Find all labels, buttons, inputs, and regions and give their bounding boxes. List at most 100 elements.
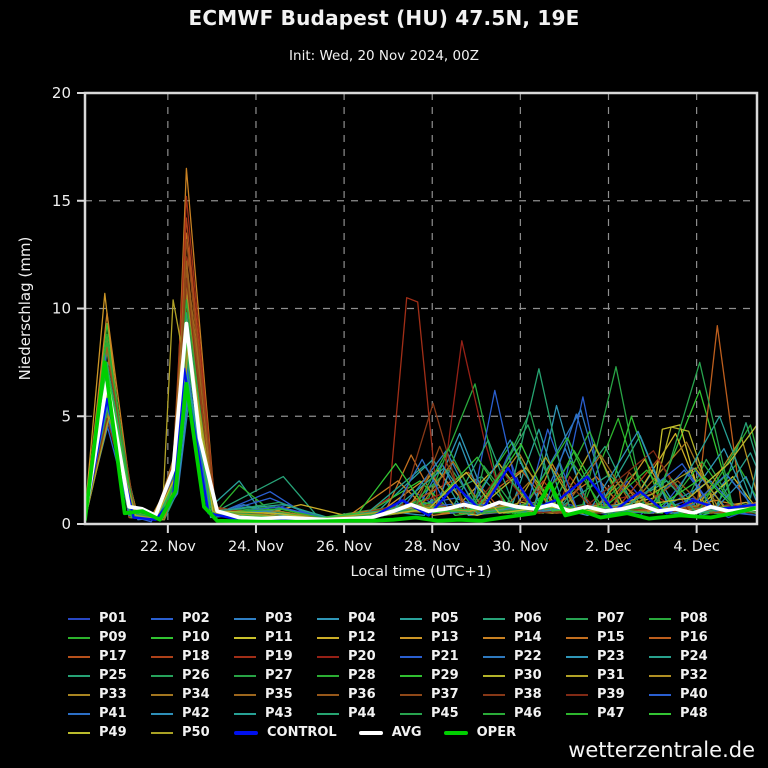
legend-swatch-p08 [649, 617, 671, 620]
legend-swatch-p49 [68, 731, 90, 734]
legend-swatch-p45 [400, 712, 422, 715]
legend-item-p37: P37 [400, 685, 483, 704]
legend-label: P31 [597, 668, 625, 683]
legend-label: P35 [265, 687, 293, 702]
legend-label: P47 [597, 706, 625, 721]
legend-swatch-oper [443, 730, 468, 735]
legend-item-p43: P43 [234, 704, 317, 723]
legend-label: P44 [348, 706, 376, 721]
legend-swatch-p12 [317, 636, 339, 639]
legend-item-p34: P34 [151, 685, 234, 704]
legend-swatch-p17 [68, 655, 90, 658]
legend-label: P50 [182, 725, 210, 740]
legend-item-p35: P35 [234, 685, 317, 704]
legend-swatch-p36 [317, 693, 339, 696]
legend-item-avg: AVG [358, 723, 422, 742]
legend-label: P02 [182, 611, 210, 626]
legend-label: P33 [99, 687, 127, 702]
x-tick-label: 22. Nov [140, 539, 196, 555]
legend-item-p33: P33 [68, 685, 151, 704]
legend-item-p49: P49 [68, 723, 151, 742]
legend-item-p16: P16 [649, 628, 732, 647]
legend-label: P21 [431, 649, 459, 664]
legend-swatch-p07 [566, 617, 588, 620]
legend-item-p19: P19 [234, 647, 317, 666]
legend-swatch-p31 [566, 674, 588, 677]
legend-item-p50: P50 [151, 723, 234, 742]
legend-label: P41 [99, 706, 127, 721]
legend-label: P09 [99, 630, 127, 645]
legend-swatch-p46 [483, 712, 505, 715]
legend-item-p14: P14 [483, 628, 566, 647]
legend-swatch-p09 [68, 636, 90, 639]
precipitation-plume-chart: 0 5 10 15 20 22. Nov 24. Nov 26. Nov 28. Nov 30. … [16, 84, 759, 580]
legend-swatch-p34 [151, 693, 173, 696]
legend-label: P18 [182, 649, 210, 664]
legend-swatch-p43 [234, 712, 256, 715]
legend-swatch-p29 [400, 674, 422, 677]
legend-label: P10 [182, 630, 210, 645]
legend-swatch-p10 [151, 636, 173, 639]
series-group [85, 167, 757, 524]
y-tick-label: 10 [52, 300, 71, 318]
legend-label: P45 [431, 706, 459, 721]
legend-label: P38 [514, 687, 542, 702]
legend-swatch-p30 [483, 674, 505, 677]
legend-label: P17 [99, 649, 127, 664]
legend-label: P15 [597, 630, 625, 645]
legend-item-p17: P17 [68, 647, 151, 666]
legend-item-p29: P29 [400, 666, 483, 685]
legend-swatch-p27 [234, 674, 256, 677]
legend-item-p10: P10 [151, 628, 234, 647]
legend-item-p20: P20 [317, 647, 400, 666]
x-tick-label: 4. Dec [673, 539, 720, 555]
legend-label: P39 [597, 687, 625, 702]
legend-item-control: CONTROL [234, 723, 337, 742]
legend-label: P07 [597, 611, 625, 626]
legend-swatch-p04 [317, 617, 339, 620]
legend-item-p07: P07 [566, 609, 649, 628]
legend-item-p24: P24 [649, 647, 732, 666]
legend-label: P19 [265, 649, 293, 664]
legend-item-p32: P32 [649, 666, 732, 685]
legend-swatch-p16 [649, 636, 671, 639]
x-tick-label: 24. Nov [228, 539, 284, 555]
init-subtitle: Init: Wed, 20 Nov 2024, 00Z [289, 48, 479, 64]
legend-swatch-p01 [68, 617, 90, 620]
legend-swatch-p19 [234, 655, 256, 658]
x-tick-label: 26. Nov [316, 539, 372, 555]
y-tick-label: 0 [61, 515, 71, 533]
legend-item-p28: P28 [317, 666, 400, 685]
legend-label: P20 [348, 649, 376, 664]
legend-label: P43 [265, 706, 293, 721]
legend: P01 P02 P03 P04 P05 P06 P07 P08 P09 P10 P11 P12 P13 P… [68, 609, 768, 742]
legend-item-p46: P46 [483, 704, 566, 723]
legend-item-p23: P23 [566, 647, 649, 666]
legend-item-oper: OPER [443, 723, 516, 742]
series-line-avg [85, 321, 757, 522]
legend-item-p11: P11 [234, 628, 317, 647]
legend-item-p48: P48 [649, 704, 732, 723]
x-tick-label: 30. Nov [492, 539, 548, 555]
legend-swatch-p40 [649, 693, 671, 696]
legend-swatch-p50 [151, 731, 173, 734]
legend-item-p25: P25 [68, 666, 151, 685]
legend-swatch-p06 [483, 617, 505, 620]
legend-swatch-avg [358, 730, 383, 735]
legend-swatch-p23 [566, 655, 588, 658]
legend-label: P14 [514, 630, 542, 645]
legend-item-p27: P27 [234, 666, 317, 685]
legend-swatch-p39 [566, 693, 588, 696]
legend-label: P06 [514, 611, 542, 626]
legend-item-p08: P08 [649, 609, 732, 628]
legend-item-p18: P18 [151, 647, 234, 666]
legend-label: P40 [680, 687, 708, 702]
legend-label: P46 [514, 706, 542, 721]
y-axis-title: Niederschlag (mm) [16, 237, 34, 381]
legend-swatch-p14 [483, 636, 505, 639]
legend-item-p47: P47 [566, 704, 649, 723]
legend-item-p04: P04 [317, 609, 400, 628]
legend-item-p05: P05 [400, 609, 483, 628]
legend-item-p44: P44 [317, 704, 400, 723]
